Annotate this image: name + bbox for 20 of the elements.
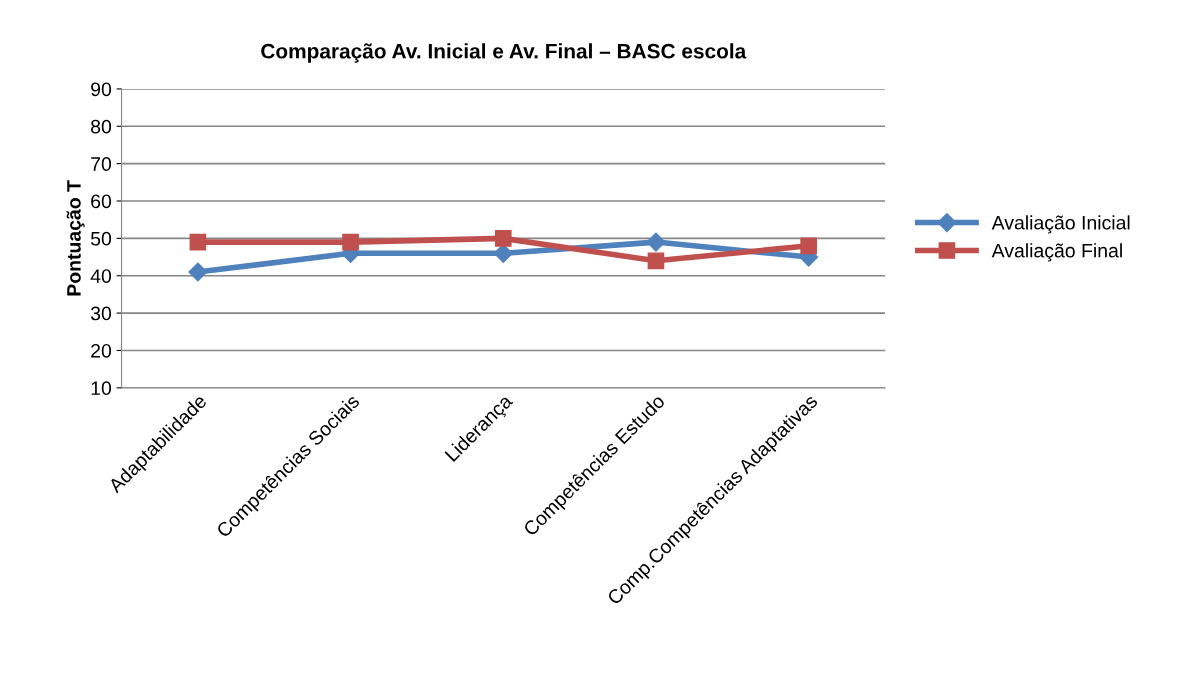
point	[800, 237, 817, 255]
y-tick-label: 70	[91, 157, 112, 171]
point	[647, 252, 665, 270]
point	[646, 232, 666, 252]
legend-label: Avaliação Final	[991, 243, 1122, 262]
point	[342, 233, 359, 251]
y-tick-label: 30	[90, 306, 112, 321]
y-tick-label: 90	[91, 82, 112, 97]
chart-title: Comparação Av. Inicial e Av. Final – BASC escola	[261, 43, 747, 63]
y-tick-label: 40	[90, 269, 112, 283]
y-tick-label: 10	[91, 381, 112, 396]
legend-label: Avaliação Inicial	[991, 215, 1130, 234]
y-tick-label: 60	[91, 194, 112, 209]
y-tick-label: 20	[91, 343, 112, 358]
point	[494, 230, 512, 247]
point	[188, 262, 208, 282]
point	[189, 233, 207, 251]
y-tick-label: 50	[90, 231, 112, 246]
y-tick-label: 80	[91, 119, 112, 134]
y-axis-title: Pontuação T	[66, 180, 85, 296]
